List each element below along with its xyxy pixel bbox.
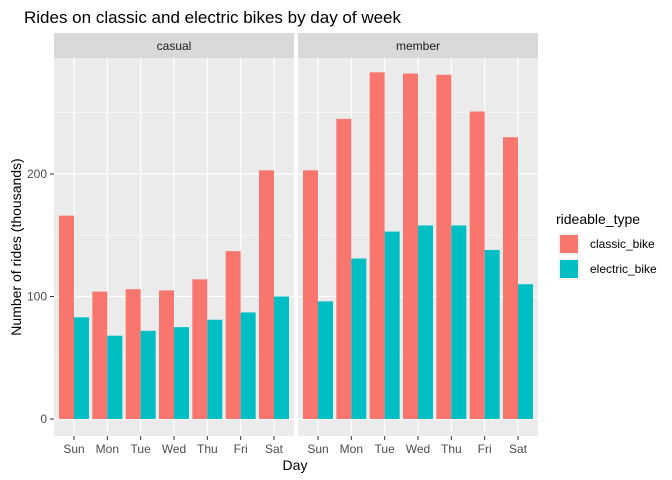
y-axis-title: Number of rides (thousands) [8, 158, 24, 335]
bar-member-electric_bike-Mon [351, 258, 367, 419]
bar-member-classic_bike-Sat [503, 137, 518, 419]
panels-layer: casual Sun Mon Tue Wed Thu Fri Sat member Sun Mon T… [54, 33, 538, 456]
legend-label-electric_bike: electric_bike [590, 262, 657, 276]
bar-member-electric_bike-Thu [451, 225, 467, 419]
bar-casual-electric_bike-Wed [174, 327, 189, 419]
legend-title: rideable_type [556, 211, 640, 227]
x-tick-label: Wed [162, 442, 186, 456]
panel-casual: casual Sun Mon Tue Wed Thu Fri Sat [54, 33, 294, 456]
y-tick-label: 0 [40, 412, 47, 426]
x-tick-label: Sun [307, 442, 328, 456]
x-tick-label: Tue [131, 442, 152, 456]
facet-strip [54, 33, 294, 58]
bar-casual-electric_bike-Tue [140, 330, 156, 419]
bar-casual-classic_bike-Fri [225, 251, 241, 419]
bar-casual-classic_bike-Mon [92, 291, 108, 419]
bar-casual-classic_bike-Wed [159, 290, 174, 419]
x-tick-label: Wed [406, 442, 430, 456]
bar-casual-electric_bike-Sun [74, 317, 89, 419]
facet-strip [298, 33, 538, 58]
legend-swatch-classic_bike [560, 235, 578, 253]
x-tick-label: Sat [509, 442, 528, 456]
bar-member-classic_bike-Thu [436, 74, 452, 420]
bar-member-electric_bike-Sat [518, 284, 533, 419]
bar-casual-electric_bike-Mon [107, 335, 123, 419]
x-tick-label: Mon [340, 442, 363, 456]
legend-label-classic_bike: classic_bike [590, 237, 655, 251]
x-tick-label: Mon [96, 442, 119, 456]
bar-member-electric_bike-Sun [318, 301, 333, 419]
bar-casual-electric_bike-Sat [274, 296, 289, 419]
facet-strip-label: casual [157, 39, 192, 53]
x-tick-label: Fri [478, 442, 492, 456]
y-tick-label: 200 [27, 167, 47, 181]
bar-casual-classic_bike-Tue [125, 289, 141, 419]
bar-member-electric_bike-Wed [418, 225, 433, 419]
chart-title: Rides on classic and electric bikes by d… [24, 8, 402, 27]
legend-swatch-electric_bike [560, 260, 578, 278]
bar-member-electric_bike-Fri [484, 249, 500, 419]
x-tick-label: Tue [375, 442, 396, 456]
bar-member-electric_bike-Tue [384, 231, 400, 419]
bar-member-classic_bike-Mon [336, 118, 352, 419]
bar-casual-electric_bike-Thu [207, 319, 223, 419]
x-tick-label: Fri [234, 442, 248, 456]
panel-member: member Sun Mon Tue Wed Thu Fri Sat [298, 33, 538, 456]
bar-casual-classic_bike-Sat [259, 170, 274, 419]
y-tick-label: 100 [27, 290, 47, 304]
facet-strip-label: member [396, 39, 440, 53]
bar-member-classic_bike-Wed [403, 73, 418, 420]
legend: rideable_type classic_bike electric_bike [556, 211, 657, 280]
bar-casual-classic_bike-Thu [192, 279, 208, 419]
bar-member-classic_bike-Sun [303, 170, 318, 419]
bar-member-classic_bike-Tue [369, 72, 385, 419]
x-tick-label: Sun [63, 442, 84, 456]
x-tick-label: Thu [441, 442, 462, 456]
y-axis: 0 100 200 [27, 167, 54, 426]
bar-member-classic_bike-Fri [469, 111, 485, 420]
x-axis-title: Day [283, 457, 308, 473]
x-tick-label: Thu [197, 442, 218, 456]
bar-casual-electric_bike-Fri [240, 312, 256, 419]
bar-casual-classic_bike-Sun [59, 215, 74, 419]
x-tick-label: Sat [265, 442, 284, 456]
